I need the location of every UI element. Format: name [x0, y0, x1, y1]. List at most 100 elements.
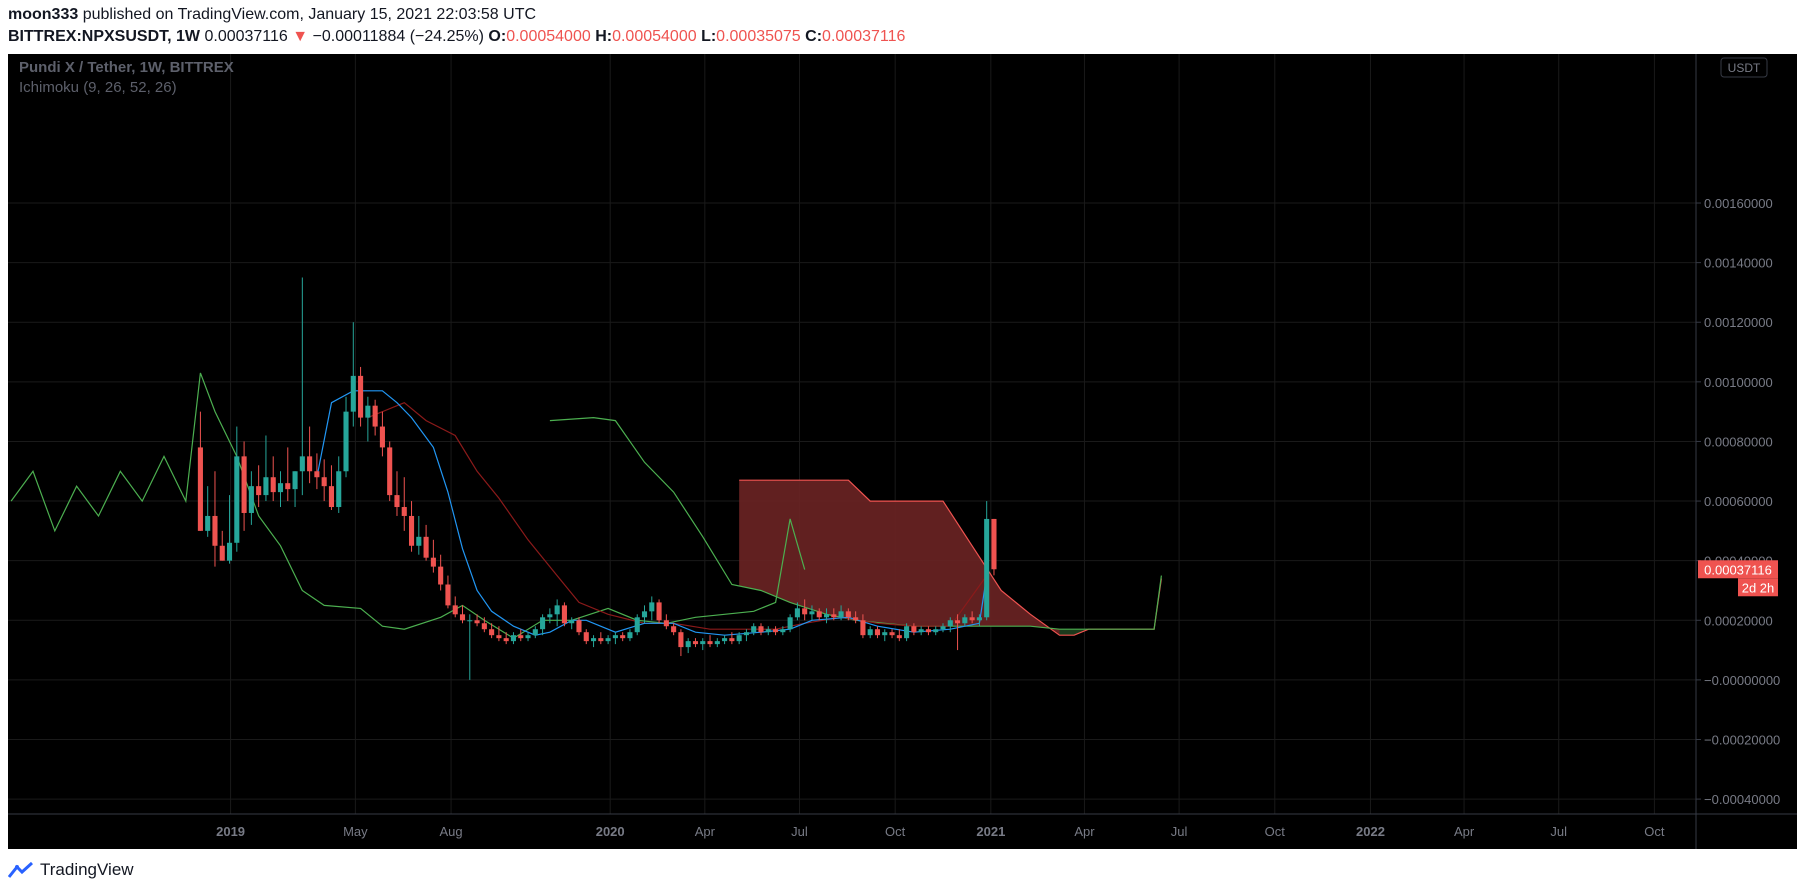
candle-body [518, 635, 524, 639]
candle-body [780, 629, 786, 633]
candle [605, 635, 611, 645]
candle-body [838, 611, 844, 618]
x-tick-label: Oct [1644, 824, 1665, 839]
candle [991, 518, 997, 576]
candle-body [634, 617, 640, 633]
candle [569, 617, 575, 630]
candle [561, 602, 567, 627]
x-tick-label: Apr [1074, 824, 1095, 839]
candle [205, 486, 211, 537]
candle [226, 495, 233, 564]
candle [743, 629, 749, 642]
candle-body [576, 620, 582, 633]
x-tick-label: May [343, 824, 368, 839]
candle-body [918, 629, 924, 633]
candle-body [860, 620, 866, 636]
candle [343, 396, 349, 478]
y-tick-label: 0.00100000 [1704, 375, 1773, 390]
candle-body [743, 632, 749, 636]
candle-body [758, 626, 764, 633]
candle-body [219, 545, 225, 561]
down-arrow-icon: ▼ [292, 28, 309, 45]
candle [285, 447, 291, 502]
candle [467, 614, 473, 680]
candle-body [263, 477, 269, 496]
candle-body [387, 447, 393, 496]
candle-body [707, 641, 713, 645]
candle [780, 626, 786, 636]
indicator-label: Ichimoku (9, 26, 52, 26) [19, 79, 177, 96]
candle-body [678, 632, 684, 648]
x-tick-label: 2020 [596, 824, 625, 839]
candle [853, 611, 859, 624]
candle [314, 453, 320, 490]
candle [896, 629, 902, 642]
candle-body [358, 375, 364, 418]
candle-body [823, 614, 830, 618]
candle-body [299, 456, 305, 472]
y-tick-label: −0.00000000 [1704, 673, 1780, 688]
currency-badge: USDT [1720, 57, 1768, 78]
candle-body [773, 629, 779, 633]
candle [459, 605, 466, 624]
y-tick-label: 0.00140000 [1704, 256, 1773, 271]
candle-body [212, 515, 218, 546]
candle [350, 322, 356, 427]
chart-background [8, 54, 1797, 849]
candle [838, 605, 844, 621]
candle-body [889, 632, 895, 636]
tradingview-logo[interactable]: TradingView [8, 860, 134, 880]
candle [590, 635, 597, 648]
last-price: 0.00037116 [204, 28, 288, 45]
price-chart[interactable]: 0.00160000 0.00140000 0.00120000 0.00100000… [8, 54, 1797, 849]
candle [263, 435, 269, 502]
tradingview-logo-icon [8, 861, 34, 878]
symbol: BITTREX:NPXSUSDT [8, 28, 168, 45]
candle-body [940, 626, 946, 630]
candle-body [474, 620, 480, 624]
candle-body [845, 611, 851, 618]
candle [197, 411, 203, 531]
candle [678, 629, 684, 657]
x-tick-label: Aug [439, 824, 462, 839]
candle [773, 626, 779, 636]
ichimoku-cloud-bearish [739, 480, 1060, 636]
candle [423, 524, 429, 561]
candle [714, 638, 720, 648]
candle [270, 456, 276, 502]
candle [867, 626, 873, 639]
candle [860, 614, 866, 639]
last-price-tag: 0.00037116 2d 2h [1698, 560, 1778, 597]
candle-body [583, 632, 589, 642]
candle-body [205, 515, 211, 531]
x-tick-label: Jul [1550, 824, 1567, 839]
candle [256, 465, 262, 508]
candle [430, 539, 436, 573]
candle-body [292, 471, 298, 490]
candle-body [787, 617, 793, 630]
candle-body [874, 629, 881, 636]
candle-body [503, 638, 509, 642]
candle-body [590, 638, 597, 642]
author-name[interactable]: moon333 [8, 6, 79, 23]
candle [911, 623, 917, 636]
x-tick-label: Apr [1454, 824, 1475, 839]
candle [241, 441, 247, 531]
candle [408, 501, 415, 552]
candle-body [896, 635, 902, 639]
countdown-tag-text: 2d 2h [1742, 580, 1775, 595]
candle [663, 614, 669, 630]
candle [692, 638, 699, 648]
publish-info: moon333 published on TradingView.com, Ja… [8, 6, 536, 24]
candle-body [307, 456, 313, 472]
candle-body [452, 605, 458, 615]
candle-body [612, 635, 618, 639]
candle [438, 554, 444, 591]
candle [525, 632, 531, 642]
candle-body [853, 617, 859, 621]
close-label: C: [805, 28, 823, 45]
candle [387, 441, 393, 502]
candle-body [285, 483, 291, 490]
candle-body [481, 623, 487, 630]
candle-body [540, 617, 546, 630]
